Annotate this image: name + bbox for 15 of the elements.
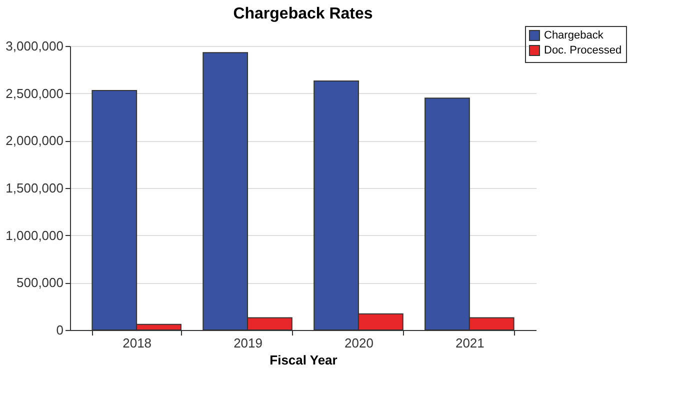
x-tick-label: 2021 [455,336,484,350]
y-tick-label: 0 [56,322,64,338]
y-tick-label: 2,000,000 [6,133,64,148]
x-tick-label: 2020 [344,336,374,350]
legend-label: Doc. Processed [544,44,622,56]
y-tick-label: 500,000 [16,275,64,290]
y-tick-label: 2,500,000 [6,86,64,101]
y-tick-label: 3,000,000 [6,38,64,54]
legend-label: Chargeback [544,30,604,42]
x-axis-title: Fiscal Year [270,352,338,368]
y-tick-label: 1,000,000 [6,228,64,243]
chart-title: Chargeback Rates [233,6,373,22]
y-tick-label: 1,500,000 [6,180,64,196]
x-tick-label: 2018 [122,336,152,350]
x-tick-label: 2019 [234,336,262,350]
